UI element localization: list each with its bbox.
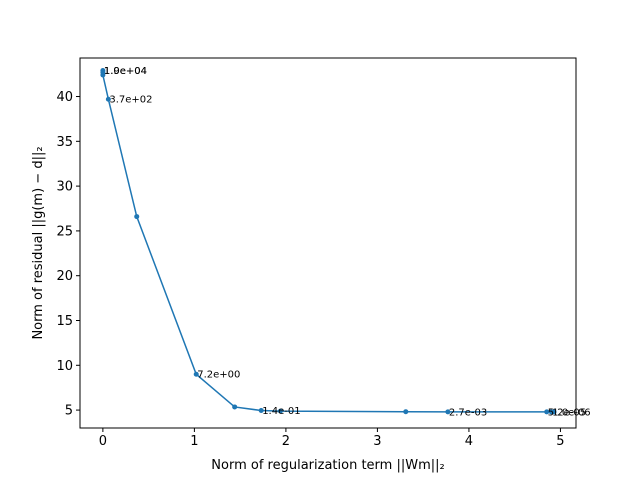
y-tick-label: 20 — [56, 269, 73, 284]
y-tick-label: 15 — [56, 314, 73, 329]
y-tick-label: 10 — [56, 359, 73, 374]
point-annotation: 1.0e+04 — [104, 66, 147, 77]
y-tick-label: 35 — [56, 135, 73, 150]
x-tick-label: 4 — [465, 434, 473, 449]
y-tick-label: 25 — [56, 224, 73, 239]
point-annotation: 1.0e-06 — [552, 407, 590, 418]
data-point — [403, 409, 409, 415]
data-point — [551, 409, 557, 415]
y-axis-label: Norm of residual ||g(m) − d||₂ — [31, 146, 46, 339]
x-axis-label: Norm of regularization term ||Wm||₂ — [211, 458, 444, 473]
data-point — [193, 371, 199, 377]
data-point — [544, 409, 550, 415]
data-point — [277, 408, 283, 414]
x-tick-label: 0 — [99, 434, 107, 449]
axes-frame — [79, 57, 577, 429]
data-point — [100, 72, 106, 78]
point-annotation: 1.9e+04 — [104, 66, 147, 77]
point-annotation: 7.2e+00 — [197, 370, 240, 381]
y-tick-label: 5 — [65, 404, 73, 419]
y-tick-label: 40 — [56, 90, 73, 105]
axis-labels: Norm of regularization term ||Wm||₂ Norm… — [31, 146, 445, 473]
x-tick-label: 2 — [282, 434, 290, 449]
x-tick-label: 1 — [190, 434, 198, 449]
point-annotation: 3.7e+02 — [109, 95, 152, 106]
point-annotation: 5.2e-05 — [548, 407, 586, 418]
plot-area: 1.0e+041.9e+04 3.7e+02 7.2e+00 1.4e-01 2.7e-… — [100, 66, 591, 418]
series-line — [102, 70, 555, 413]
x-tick-label: 5 — [556, 434, 564, 449]
y-tick-label: 30 — [56, 180, 73, 195]
x-tick-label: 3 — [373, 434, 381, 449]
data-point — [134, 214, 140, 220]
data-point — [232, 404, 238, 410]
axis-ticks: 0 1 2 3 4 5 5 10 15 20 25 30 35 40 — [56, 90, 564, 449]
point-annotation: 1.4e-01 — [262, 406, 300, 417]
data-point — [445, 409, 451, 415]
data-point — [258, 408, 264, 414]
data-point — [105, 96, 111, 102]
point-annotation: 2.7e-03 — [449, 407, 487, 418]
